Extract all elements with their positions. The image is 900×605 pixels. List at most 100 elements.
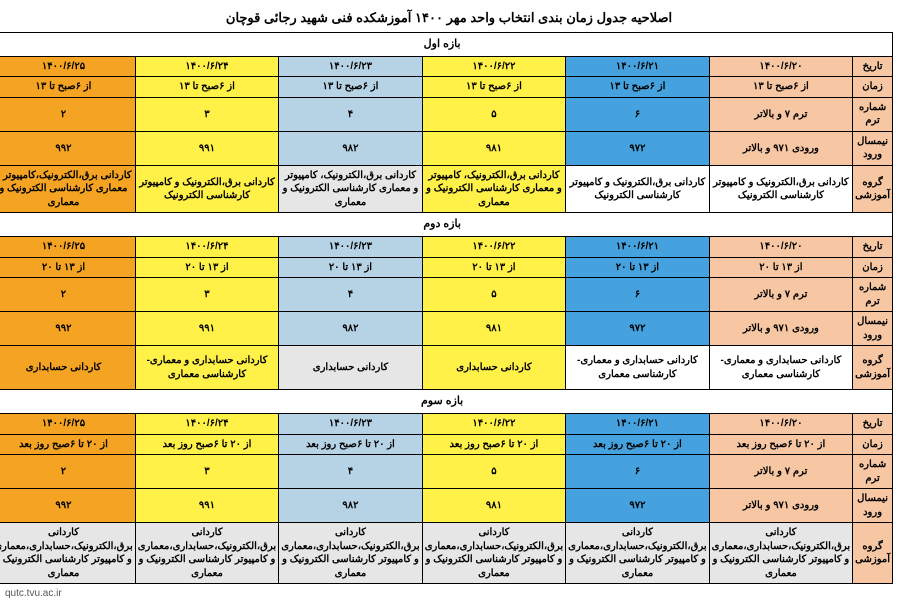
cell: از ۱۳ تا ۲۰ [423,257,566,278]
row-label: نیمسال ورود [854,312,894,346]
cell: ۱۴۰۰/۶/۲۳ [280,414,423,435]
cell: ۹۷۲ [567,131,710,165]
cell: ۴ [280,97,423,131]
cell: کاردانی حسابداری [423,346,566,390]
cell: ۱۴۰۰/۶/۲۰ [710,237,853,258]
cell: کاردانی برق،الکترونیک،حسابداری،معماری و … [567,523,710,584]
cell: ۱۴۰۰/۶/۲۵ [0,414,136,435]
cell: از ۲۰ تا ۶صبح روز بعد [0,434,136,455]
cell: ترم ۷ و بالاتر [710,455,853,489]
cell: ۲ [0,278,136,312]
cell: از ۱۳ تا ۲۰ [710,257,853,278]
row-label: نیمسال ورود [854,131,894,165]
cell: ۶ [567,278,710,312]
row-label: زمان [854,257,894,278]
row-label: گروه آموزشی [854,523,894,584]
cell: ۹۹۲ [0,131,136,165]
row-label: زمان [854,77,894,98]
cell: ۱۴۰۰/۶/۲۲ [423,237,566,258]
row-label: تاریخ [854,414,894,435]
cell: ۲ [0,455,136,489]
cell: از ۶صبح تا ۱۳ [136,77,279,98]
cell: ۶ [567,97,710,131]
cell: ۱۴۰۰/۶/۲۲ [423,414,566,435]
cell: از ۲۰ تا ۶صبح روز بعد [710,434,853,455]
cell: ۱۴۰۰/۶/۲۱ [567,56,710,77]
cell: ۹۹۱ [136,489,279,523]
cell: کاردانی حسابداری و معماری- کارشناسی معما… [710,346,853,390]
cell: ۹۹۲ [0,312,136,346]
cell: ۳ [136,97,279,131]
row-label: شماره ترم [854,97,894,131]
cell: ۱۴۰۰/۶/۲۵ [0,237,136,258]
section-header: بازه دوم [0,213,894,237]
cell: از ۱۳ تا ۲۰ [280,257,423,278]
cell: از ۶صبح تا ۱۳ [710,77,853,98]
cell: کاردانی برق،الکترونیک و کامپیوتر کارشناس… [710,165,853,213]
cell: ۹۹۲ [0,489,136,523]
row-label: گروه آموزشی [854,165,894,213]
row-label: نیمسال ورود [854,489,894,523]
cell: ۹۸۲ [280,489,423,523]
cell: ۹۸۲ [280,131,423,165]
section-header: بازه سوم [0,390,894,414]
cell: ۹۷۲ [567,489,710,523]
cell: ۹۸۱ [423,312,566,346]
cell: کاردانی برق،الکترونیک، کامپیوتر و معماری… [423,165,566,213]
row-label: گروه آموزشی [854,346,894,390]
cell: از ۶صبح تا ۱۳ [567,77,710,98]
schedule-table: بازه اولتاریخ۱۴۰۰/۶/۲۰۱۴۰۰/۶/۲۱۱۴۰۰/۶/۲۲… [0,32,894,584]
cell: ۱۴۰۰/۶/۲۳ [280,56,423,77]
cell: کاردانی حسابداری [0,346,136,390]
cell: کاردانی برق،الکترونیک،حسابداری،معماری و … [710,523,853,584]
cell: ۹۸۲ [280,312,423,346]
cell: ۳ [136,278,279,312]
cell: ۴ [280,455,423,489]
cell: ۱۴۰۰/۶/۲۰ [710,56,853,77]
cell: ۲ [0,97,136,131]
row-label: تاریخ [854,56,894,77]
cell: ۹۸۱ [423,489,566,523]
section-header: بازه اول [0,33,894,57]
cell: کاردانی برق،الکترونیک،حسابداری،معماری و … [423,523,566,584]
cell: از ۱۳ تا ۲۰ [0,257,136,278]
cell: ورودی ۹۷۱ و بالاتر [710,131,853,165]
cell: ۱۴۰۰/۶/۲۰ [710,414,853,435]
page-title: اصلاحیه جدول زمان بندی انتخاب واحد مهر ۱… [6,6,894,32]
cell: ورودی ۹۷۱ و بالاتر [710,489,853,523]
cell: از ۲۰ تا ۶صبح روز بعد [280,434,423,455]
cell: ۱۴۰۰/۶/۲۲ [423,56,566,77]
cell: ۱۴۰۰/۶/۲۵ [0,56,136,77]
cell: ۳ [136,455,279,489]
cell: ۱۴۰۰/۶/۲۱ [567,414,710,435]
cell: ۱۴۰۰/۶/۲۴ [136,56,279,77]
cell: از ۲۰ تا ۶صبح روز بعد [136,434,279,455]
cell: ۱۴۰۰/۶/۲۴ [136,414,279,435]
cell: ۴ [280,278,423,312]
cell: ۵ [423,455,566,489]
row-label: شماره ترم [854,278,894,312]
cell: از ۶صبح تا ۱۳ [0,77,136,98]
cell: از ۶صبح تا ۱۳ [280,77,423,98]
cell: ترم ۷ و بالاتر [710,278,853,312]
cell: ۱۴۰۰/۶/۲۴ [136,237,279,258]
cell: از ۲۰ تا ۶صبح روز بعد [423,434,566,455]
cell: ۹۹۱ [136,312,279,346]
cell: از ۱۳ تا ۲۰ [567,257,710,278]
cell: ورودی ۹۷۱ و بالاتر [710,312,853,346]
cell: ۹۷۲ [567,312,710,346]
cell: کاردانی حسابداری [280,346,423,390]
cell: از ۶صبح تا ۱۳ [423,77,566,98]
row-label: تاریخ [854,237,894,258]
cell: ۹۹۱ [136,131,279,165]
cell: ترم ۷ و بالاتر [710,97,853,131]
cell: از ۲۰ تا ۶صبح روز بعد [567,434,710,455]
cell: کاردانی برق،الکترونیک،حسابداری،معماری و … [0,523,136,584]
cell: کاردانی برق،الکترونیک و کامپیوتر کارشناس… [136,165,279,213]
cell: کاردانی برق،الکترونیک،حسابداری،معماری و … [136,523,279,584]
cell: ۹۸۱ [423,131,566,165]
cell: کاردانی حسابداری و معماری- کارشناسی معما… [567,346,710,390]
cell: کاردانی برق،الکترونیک، کامپیوتر و معماری… [280,165,423,213]
cell: کاردانی حسابداری و معماری- کارشناسی معما… [136,346,279,390]
cell: ۵ [423,278,566,312]
